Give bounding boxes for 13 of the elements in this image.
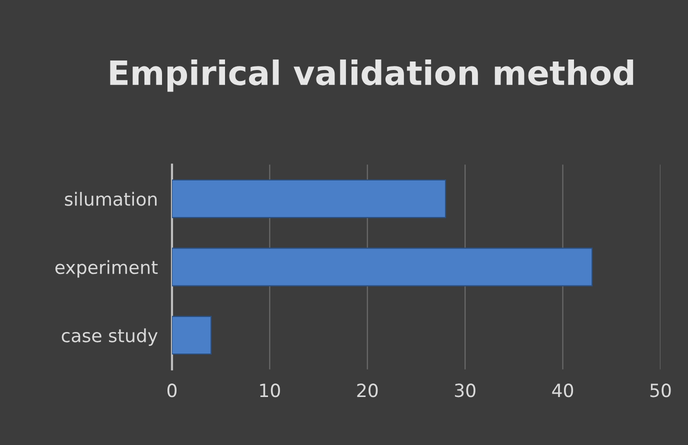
bar xyxy=(172,248,593,286)
x-tick-label: 10 xyxy=(260,384,280,398)
x-tick-label: 20 xyxy=(357,384,378,398)
y-tick-label: experiment xyxy=(55,260,158,278)
x-tick-label: 0 xyxy=(167,384,177,398)
chart-title: Empirical validation method xyxy=(110,60,634,92)
y-tick-label: silumation xyxy=(64,192,157,206)
bar xyxy=(172,316,212,355)
x-tick-label: 30 xyxy=(454,384,476,398)
y-tick-label: case study xyxy=(62,328,158,346)
x-tick-label: 50 xyxy=(650,384,671,398)
x-tick-label: 40 xyxy=(552,384,574,398)
bar xyxy=(172,179,446,218)
